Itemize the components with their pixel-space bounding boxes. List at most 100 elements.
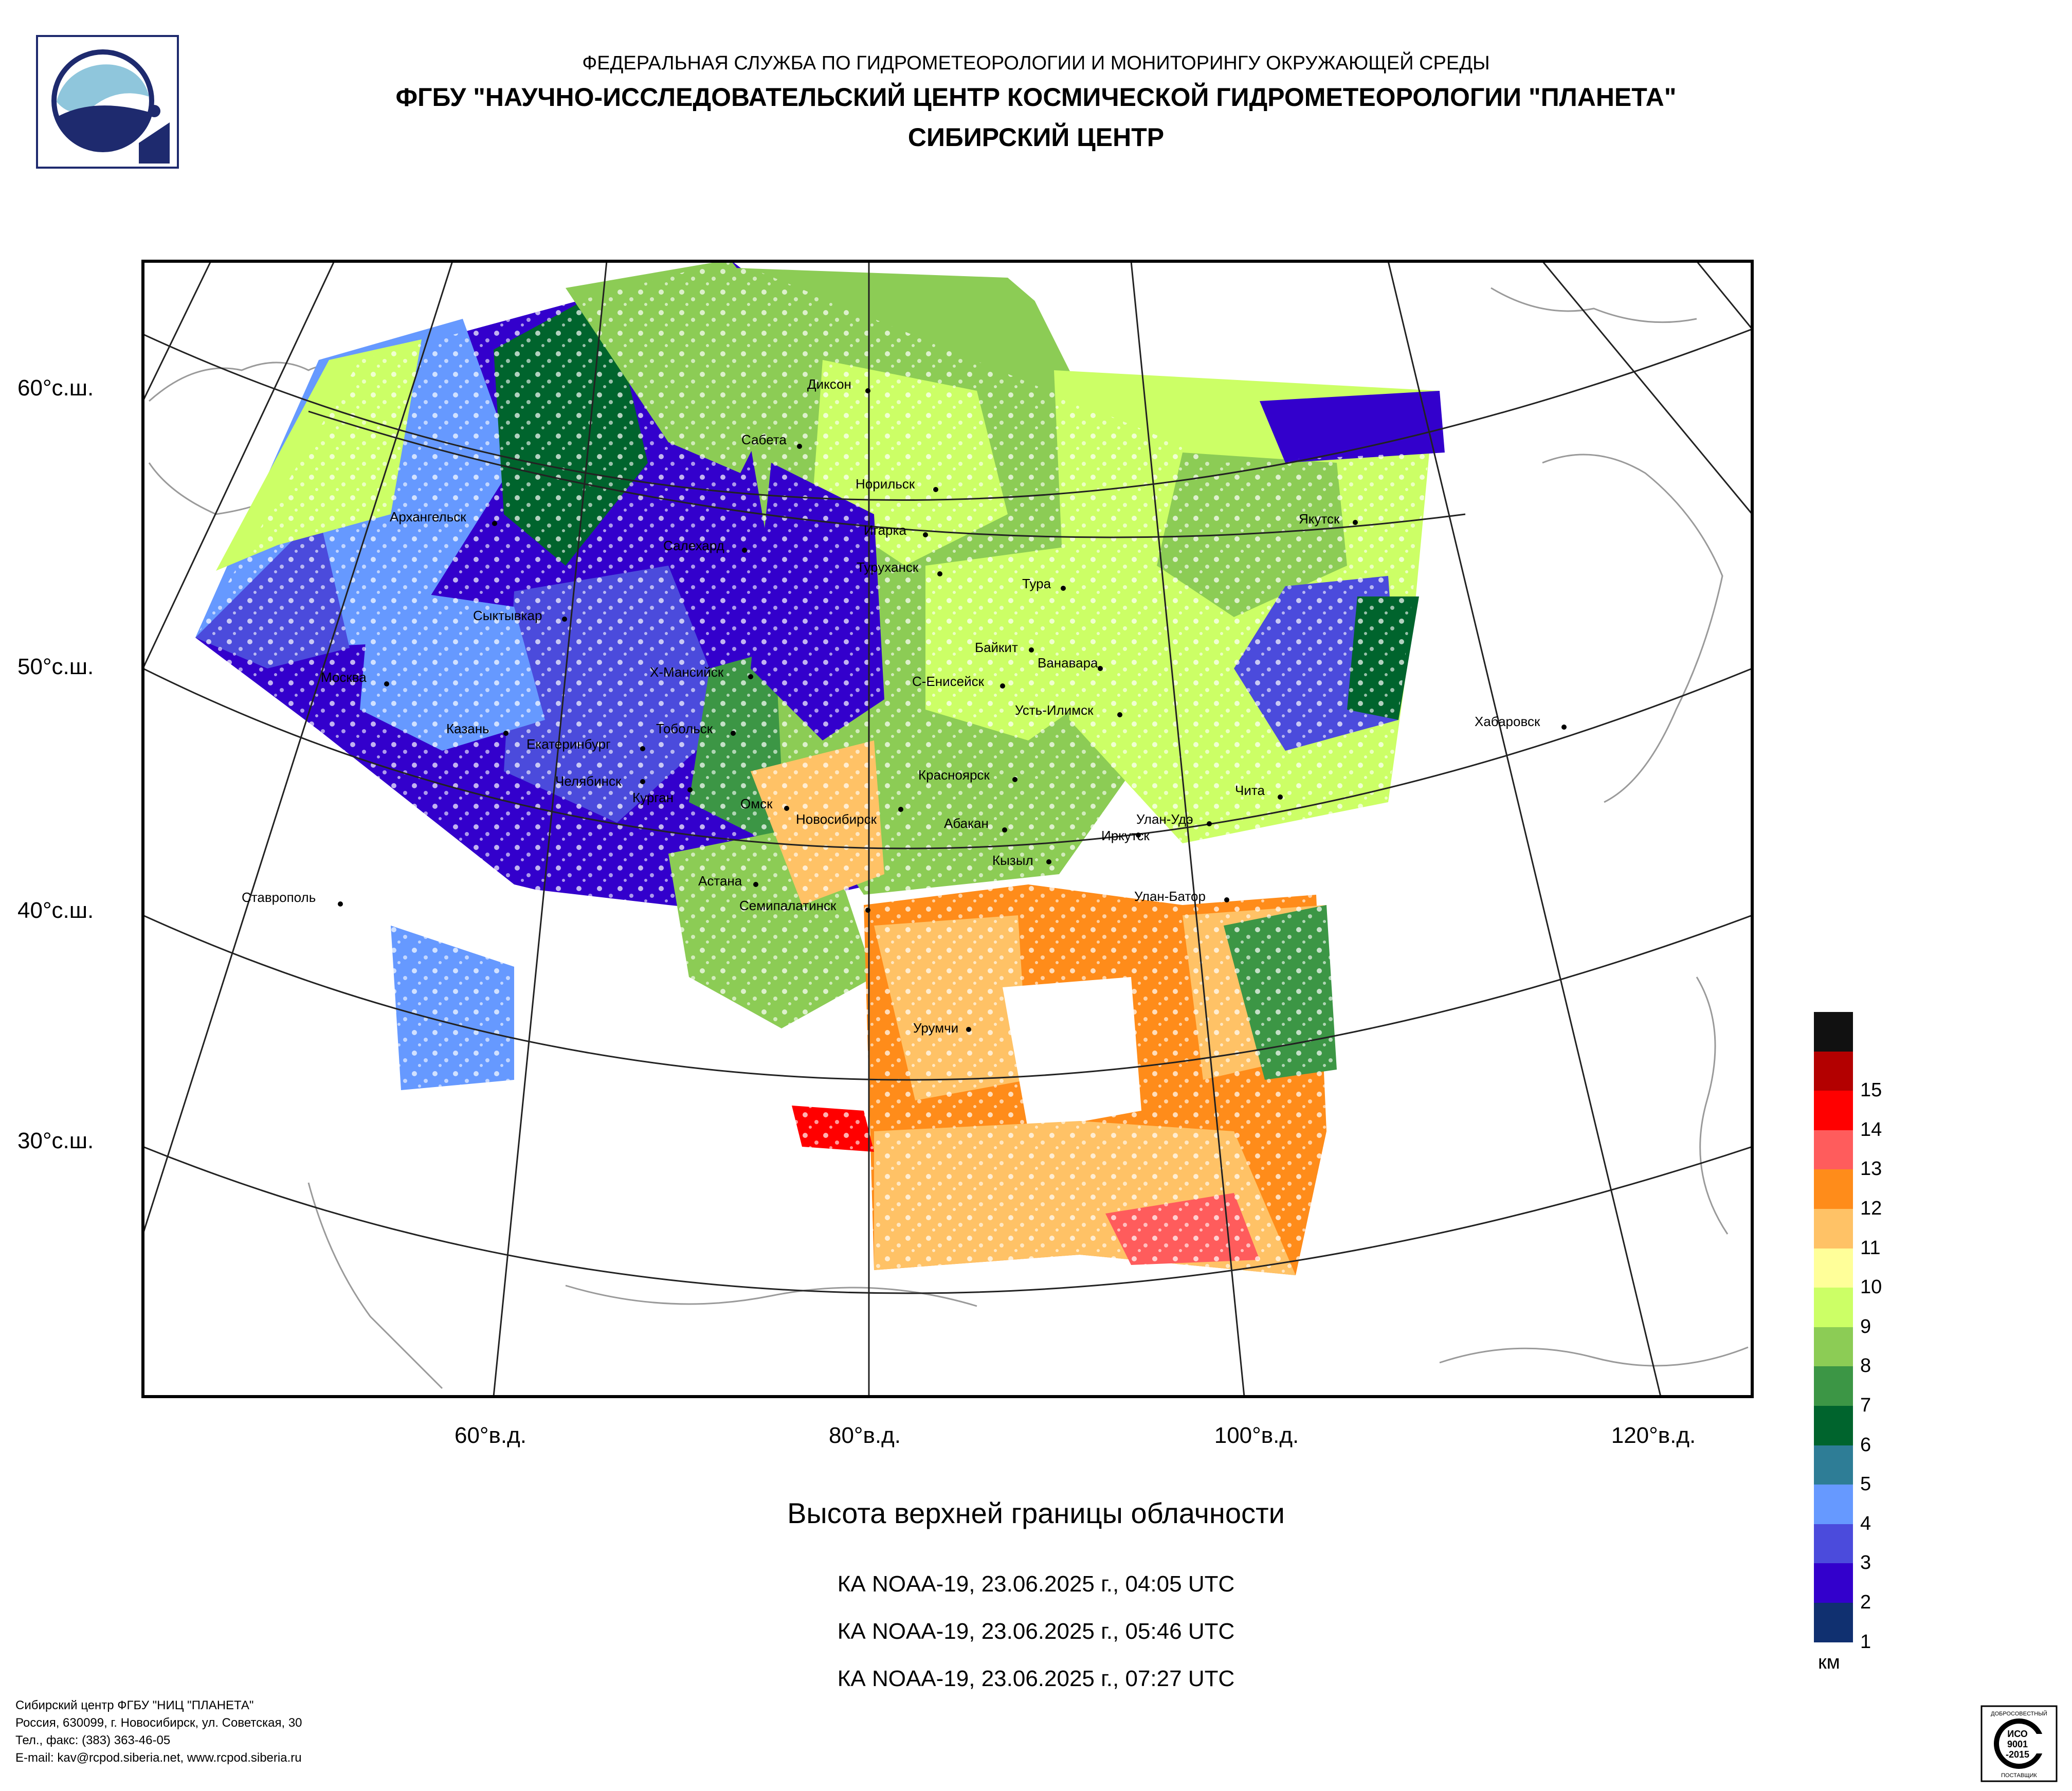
svg-text:Урумчи: Урумчи — [913, 1020, 958, 1036]
legend-level-label: 1 — [1860, 1631, 1871, 1653]
legend-level-label: 7 — [1860, 1395, 1871, 1416]
svg-text:Улан-Удэ: Улан-Удэ — [1136, 811, 1193, 827]
legend-swatch — [1814, 1524, 1853, 1564]
institute-name: ФГБУ "НАУЧНО-ИССЛЕДОВАТЕЛЬСКИЙ ЦЕНТР КОС… — [395, 83, 1677, 112]
svg-text:Байкит: Байкит — [975, 640, 1018, 655]
city-arkhangelsk: Архангельск — [390, 509, 497, 526]
svg-text:Екатеринбург: Екатеринбург — [526, 736, 611, 752]
lat-label-50: 50°с.ш. — [17, 654, 94, 679]
svg-text:Сыктывкар: Сыктывкар — [473, 608, 542, 623]
city-yakutsk: Якутск — [1299, 511, 1358, 527]
city-kurgan: Курган — [632, 787, 693, 805]
satellite-swaths — [195, 261, 1445, 1275]
svg-text:Челябинск: Челябинск — [555, 773, 622, 789]
city-syktyvkar: Сыктывкар — [473, 608, 567, 623]
legend-level-label: 2 — [1860, 1591, 1871, 1613]
city-urumqi: Урумчи — [913, 1020, 971, 1036]
footer-phone: Тел., факс: (383) 363-46-05 — [15, 1733, 171, 1747]
svg-text:Туруханск: Туруханск — [857, 559, 919, 575]
lon-label-100: 100°в.д. — [1214, 1423, 1299, 1448]
svg-text:Кызыл: Кызыл — [992, 853, 1033, 868]
svg-text:Сабета: Сабета — [741, 432, 787, 447]
legend-swatch — [1814, 1012, 1853, 1052]
city-markers: Диксон Сабета Норильск Игарка Архангельс… — [242, 376, 1567, 1036]
city-sabeta: Сабета — [741, 432, 802, 449]
parallels — [143, 328, 1752, 1294]
city-irkutsk: Иркутск — [1101, 828, 1150, 843]
lon-label-80: 80°в.д. — [828, 1423, 901, 1448]
city-dikson: Диксон — [807, 376, 870, 393]
center-name: СИБИРСКИЙ ЦЕНТР — [907, 123, 1165, 152]
svg-text:ПОСТАВЩИК: ПОСТАВЩИК — [2001, 1772, 2037, 1779]
svg-text:Тура: Тура — [1022, 576, 1051, 591]
city-novosibirsk: Новосибирск — [796, 807, 903, 827]
svg-text:ДОБРОСОВЕСТНЫЙ: ДОБРОСОВЕСТНЫЙ — [1991, 1710, 2047, 1717]
legend-swatch — [1814, 1288, 1853, 1327]
legend-level-label: 3 — [1860, 1552, 1871, 1574]
svg-text:Чита: Чита — [1235, 783, 1265, 798]
legend-level-label: 6 — [1860, 1434, 1871, 1456]
legend-level-label: 10 — [1860, 1276, 1882, 1298]
legend-level-label: 15 — [1860, 1079, 1882, 1101]
legend-swatch — [1814, 1485, 1853, 1524]
city-krasnoyarsk: Красноярск — [918, 767, 1017, 783]
svg-text:Омск: Омск — [740, 796, 773, 811]
legend-level-label: 13 — [1860, 1158, 1882, 1180]
svg-text:Абакан: Абакан — [944, 816, 989, 831]
legend-swatch — [1814, 1248, 1853, 1288]
svg-text:Игарка: Игарка — [864, 522, 906, 538]
pass-3: КА NOAA-19, 23.06.2025 г., 07:27 UTC — [837, 1666, 1235, 1691]
legend-level-label: 5 — [1860, 1473, 1871, 1495]
legend-level-label: 9 — [1860, 1315, 1871, 1337]
city-ulan-ude: Улан-Удэ — [1136, 811, 1212, 827]
svg-text:Усть-Илимск: Усть-Илимск — [1015, 702, 1094, 718]
svg-text:Семипалатинск: Семипалатинск — [739, 898, 837, 913]
city-astana: Астана — [698, 873, 758, 889]
svg-text:Ванавара: Ванавара — [1038, 655, 1098, 671]
footer-org: Сибирский центр ФГБУ "НИЦ "ПЛАНЕТА" — [15, 1698, 254, 1712]
footer-email: E-mail: kav@rcpod.siberia.net, www.rcpod… — [15, 1751, 302, 1765]
svg-text:Курган: Курган — [632, 790, 674, 805]
legend-level-label: 11 — [1860, 1237, 1881, 1259]
legend-level-label: 14 — [1860, 1118, 1882, 1141]
svg-text:Новосибирск: Новосибирск — [796, 811, 877, 827]
svg-text:Красноярск: Красноярск — [918, 767, 990, 783]
svg-text:Астана: Астана — [698, 873, 742, 889]
city-igarka: Игарка — [864, 522, 928, 538]
lat-label-60: 60°с.ш. — [17, 375, 94, 401]
city-vanavara: Ванавара — [1038, 655, 1103, 671]
city-kyzyl: Кызыл — [992, 853, 1051, 868]
svg-text:Улан-Батор: Улан-Батор — [1134, 889, 1206, 904]
svg-text:Москва: Москва — [321, 670, 367, 685]
legend-swatch — [1814, 1405, 1853, 1445]
city-chelyabinsk: Челябинск — [555, 773, 645, 789]
svg-text:Норильск: Норильск — [856, 476, 915, 492]
legend-swatch — [1814, 1366, 1853, 1406]
legend-swatch — [1814, 1327, 1853, 1367]
meridians — [143, 261, 1752, 1397]
agency-name: ФЕДЕРАЛЬНАЯ СЛУЖБА ПО ГИДРОМЕТЕОРОЛОГИИ … — [582, 52, 1490, 74]
city-kazan: Казань — [446, 721, 508, 736]
map-title: Высота верхней границы облачности — [787, 1497, 1285, 1529]
city-baikit: Байкит — [975, 640, 1034, 655]
color-legend — [1814, 1012, 1853, 1642]
city-tobolsk: Тобольск — [656, 721, 736, 736]
planeta-logo — [36, 35, 179, 169]
city-khabarovsk: Хабаровск — [1475, 714, 1567, 730]
footer-address: Россия, 630099, г. Новосибирск, ул. Сове… — [15, 1716, 302, 1730]
lon-label-120: 120°в.д. — [1611, 1423, 1696, 1448]
city-norilsk: Норильск — [856, 476, 938, 492]
city-semipalatinsk: Семипалатинск — [739, 898, 870, 913]
lat-label-30: 30°с.ш. — [17, 1128, 94, 1153]
svg-text:Ставрополь: Ставрополь — [242, 890, 316, 905]
svg-text:Казань: Казань — [446, 721, 489, 736]
legend-level-label: 12 — [1860, 1198, 1882, 1219]
pass-2: КА NOAA-19, 23.06.2025 г., 05:46 UTC — [837, 1619, 1235, 1644]
legend-level-label: 8 — [1860, 1355, 1871, 1377]
svg-text:Диксон: Диксон — [807, 376, 851, 392]
legend-swatch — [1814, 1051, 1853, 1091]
legend-swatch — [1814, 1091, 1853, 1130]
lon-label-60: 60°в.д. — [454, 1423, 527, 1448]
city-tura: Тура — [1022, 576, 1066, 591]
